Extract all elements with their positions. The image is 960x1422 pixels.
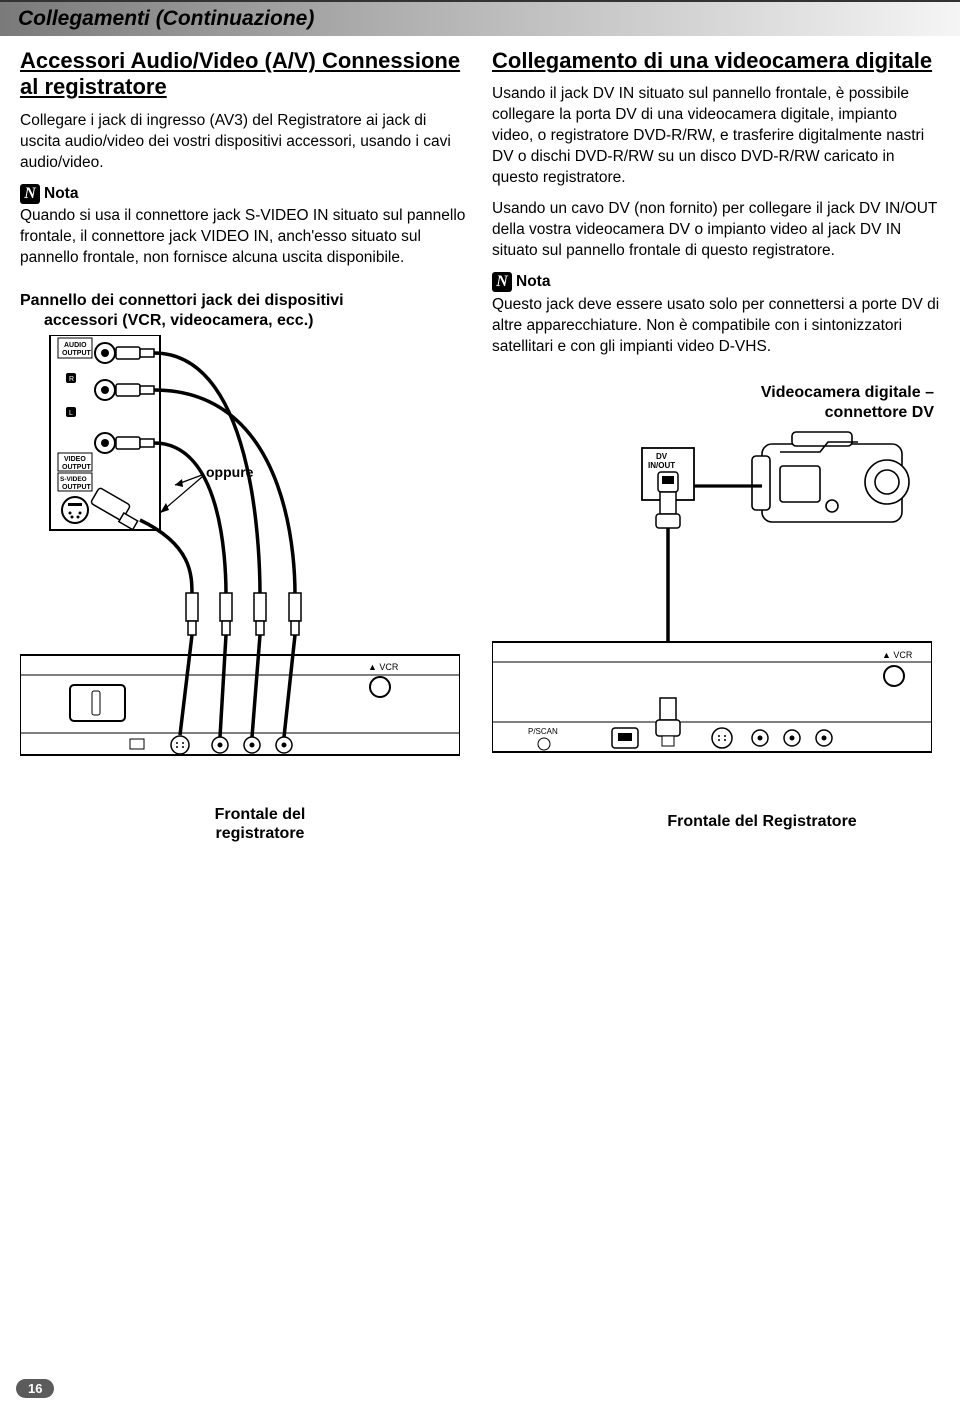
right-heading: Collegamento di una videocamera digitale	[492, 48, 940, 74]
right-column: Collegamento di una videocamera digitale…	[492, 48, 940, 844]
svg-text:P/SCAN: P/SCAN	[528, 727, 558, 736]
right-front-label: Frontale del Registratore	[632, 812, 892, 831]
left-diagram: AUDIO OUTPUT R L VIDEO OUTPUT S-VIDEO OU…	[20, 335, 468, 843]
right-para2: Usando un cavo DV (non fornito) per coll…	[492, 199, 940, 262]
page-number: 16	[16, 1379, 54, 1398]
title-text: Collegamenti (Continuazione)	[18, 7, 314, 31]
left-diagram-svg: AUDIO OUTPUT R L VIDEO OUTPUT S-VIDEO OU…	[20, 335, 460, 805]
nota-label: Nota	[44, 184, 78, 205]
right-nota-text: Questo jack deve essere usato solo per c…	[492, 295, 940, 358]
panel-caption-l1: Pannello dei connettori jack dei disposi…	[20, 292, 344, 309]
svg-text:▲ VCR: ▲ VCR	[368, 662, 399, 672]
right-diagram-svg: DV IN/OUT ▲ VCR P/SCAN	[492, 426, 932, 806]
left-heading: Accessori Audio/Video (A/V) Connessione …	[20, 48, 468, 101]
svg-text:VIDEO: VIDEO	[64, 456, 86, 463]
left-column: Accessori Audio/Video (A/V) Connessione …	[20, 48, 468, 844]
left-para1: Collegare i jack di ingresso (AV3) del R…	[20, 111, 468, 174]
svg-text:R: R	[69, 376, 74, 383]
svg-text:▲ VCR: ▲ VCR	[882, 650, 913, 660]
svg-text:DV: DV	[656, 452, 668, 461]
svg-text:OUTPUT: OUTPUT	[62, 484, 92, 491]
right-cam-label: Videocamera digitale – connettore DV	[492, 383, 940, 421]
right-diagram: DV IN/OUT ▲ VCR P/SCAN	[492, 426, 940, 831]
right-nota-header: N Nota	[492, 272, 940, 293]
svg-text:S-VIDEO: S-VIDEO	[60, 476, 87, 483]
title-banner: Collegamenti (Continuazione)	[0, 0, 960, 36]
svg-text:L: L	[69, 410, 73, 417]
left-panel-caption: Pannello dei connettori jack dei disposi…	[20, 291, 468, 331]
svg-text:IN/OUT: IN/OUT	[648, 461, 675, 470]
svg-text:AUDIO: AUDIO	[64, 342, 87, 349]
content-columns: Accessori Audio/Video (A/V) Connessione …	[0, 36, 960, 856]
nota-icon: N	[20, 184, 40, 204]
left-nota-header: N Nota	[20, 184, 468, 205]
left-front-label: Frontale del registratore	[170, 805, 350, 843]
right-para1: Usando il jack DV IN situato sul pannell…	[492, 84, 940, 189]
nota-label: Nota	[516, 272, 550, 293]
panel-caption-l2: accessori (VCR, videocamera, ecc.)	[20, 311, 468, 331]
svg-text:OUTPUT: OUTPUT	[62, 464, 92, 471]
nota-icon: N	[492, 272, 512, 292]
left-nota-text: Quando si usa il connettore jack S-VIDEO…	[20, 206, 468, 269]
svg-text:OUTPUT: OUTPUT	[62, 350, 92, 357]
page-footer: 16	[16, 1380, 54, 1398]
